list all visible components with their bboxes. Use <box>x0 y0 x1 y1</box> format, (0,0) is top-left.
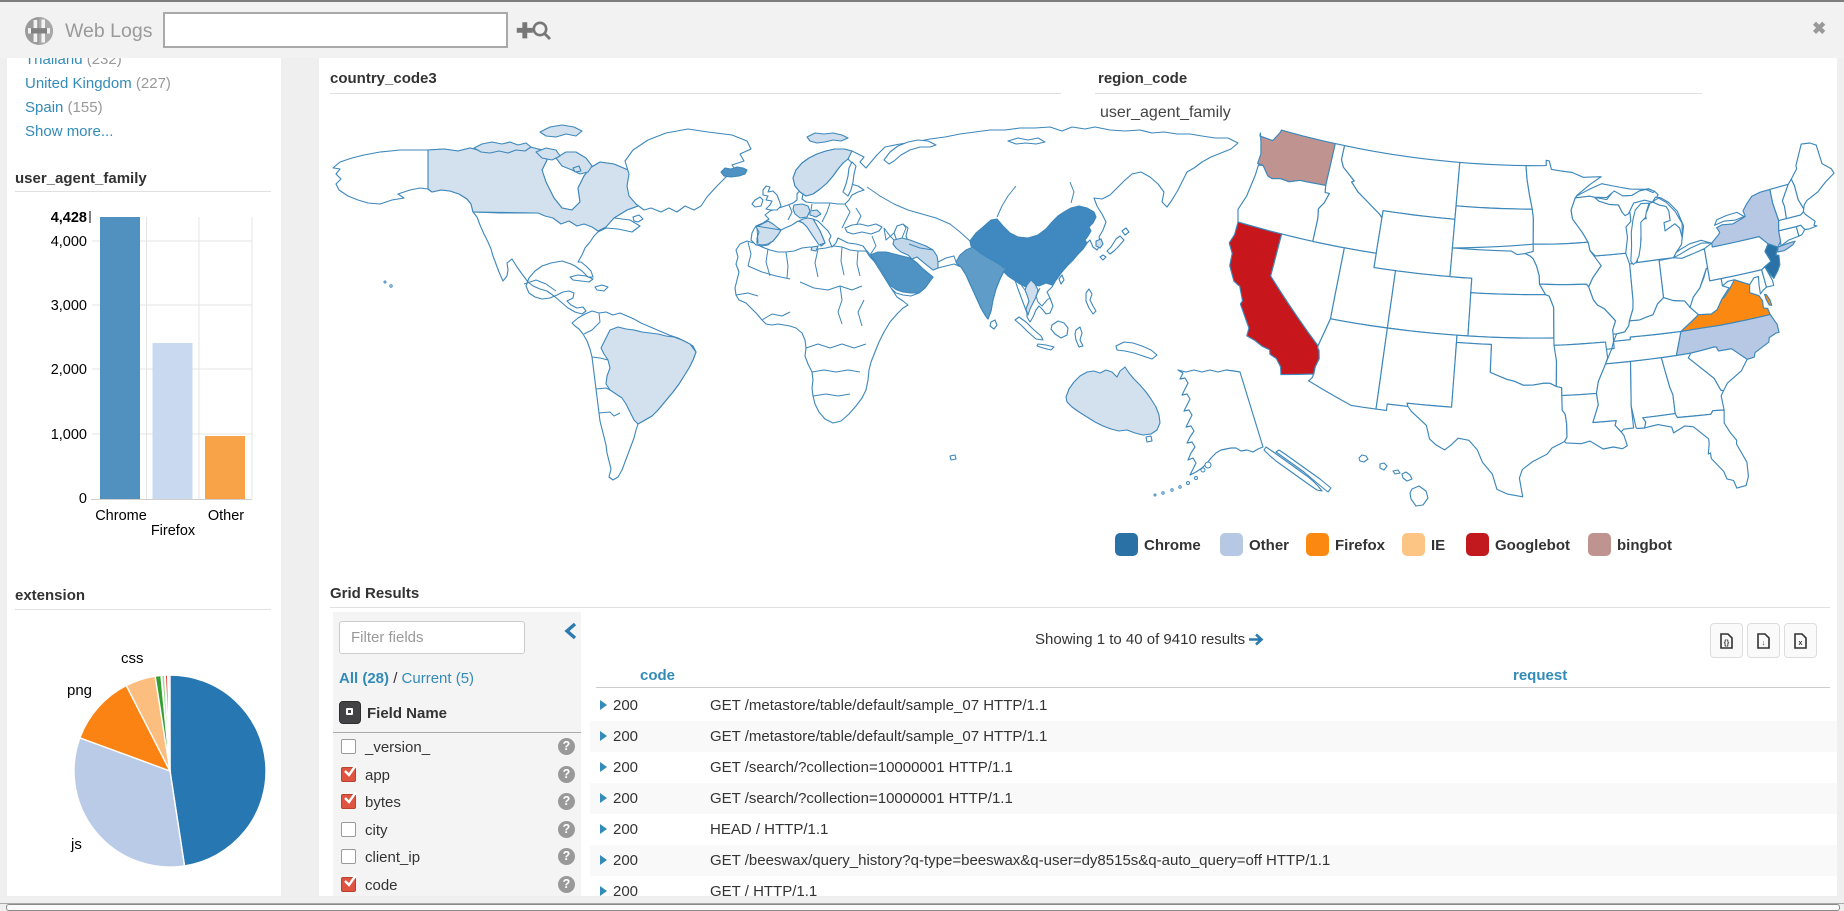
svg-text:1,000: 1,000 <box>51 427 87 443</box>
svg-text:0: 0 <box>79 491 87 507</box>
svg-text:2,000: 2,000 <box>51 362 87 378</box>
svg-text:3,000: 3,000 <box>51 298 87 314</box>
svg-text:x: x <box>1799 640 1803 647</box>
svg-text:Chrome: Chrome <box>95 508 147 524</box>
svg-text:Other: Other <box>208 508 244 524</box>
svg-text:{}: {} <box>1724 640 1730 647</box>
svg-text:4,428: 4,428 <box>51 210 87 226</box>
svg-text:4,000: 4,000 <box>51 234 87 250</box>
svg-text:↓: ↓ <box>1762 640 1766 647</box>
svg-text:Firefox: Firefox <box>151 523 196 539</box>
